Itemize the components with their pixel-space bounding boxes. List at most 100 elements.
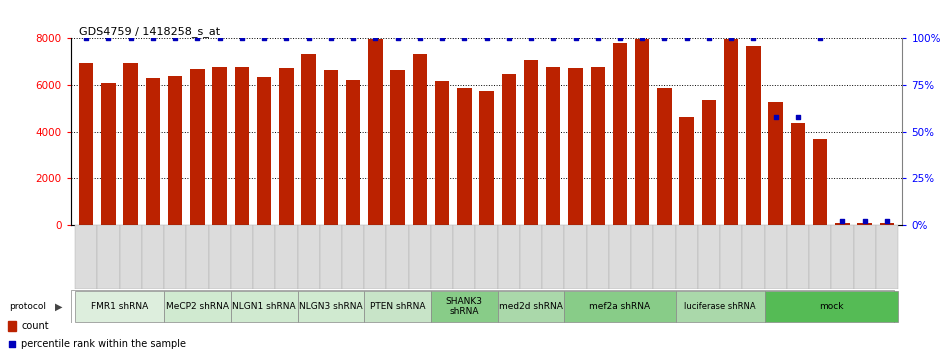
Point: [479, 35, 494, 41]
Bar: [79, 63, 93, 225]
Bar: [346, 80, 361, 225]
Text: NLGN1 shRNA: NLGN1 shRNA: [233, 302, 296, 311]
Bar: [390, 70, 405, 225]
Bar: [809, 225, 831, 289]
Bar: [453, 225, 476, 289]
Bar: [612, 43, 627, 225]
Bar: [679, 117, 694, 225]
Point: [702, 35, 717, 41]
Bar: [253, 225, 275, 289]
Bar: [568, 69, 583, 225]
Bar: [675, 291, 765, 322]
Point: [79, 35, 94, 41]
Point: [635, 35, 650, 41]
Bar: [591, 67, 605, 225]
Bar: [168, 76, 183, 225]
Bar: [75, 291, 164, 322]
Bar: [831, 225, 853, 289]
Text: mock: mock: [819, 302, 843, 311]
Bar: [365, 291, 430, 322]
Point: [568, 35, 583, 41]
Point: [591, 35, 606, 41]
Bar: [231, 291, 298, 322]
Bar: [301, 54, 316, 225]
Bar: [97, 225, 120, 289]
Bar: [123, 63, 138, 225]
Point: [434, 35, 449, 41]
Bar: [787, 225, 809, 289]
Bar: [368, 39, 382, 225]
Point: [145, 35, 160, 41]
Bar: [342, 225, 365, 289]
Text: PTEN shRNA: PTEN shRNA: [370, 302, 426, 311]
Bar: [435, 81, 449, 225]
Bar: [543, 225, 564, 289]
Point: [790, 114, 805, 119]
Point: [190, 35, 205, 41]
Point: [390, 35, 405, 41]
Bar: [702, 100, 716, 225]
Bar: [8, 321, 16, 331]
Text: mef2a shRNA: mef2a shRNA: [590, 302, 651, 311]
Text: SHANK3
shRNA: SHANK3 shRNA: [446, 297, 483, 317]
Bar: [164, 225, 187, 289]
Point: [679, 35, 694, 41]
Bar: [765, 291, 898, 322]
Bar: [235, 67, 249, 225]
Bar: [609, 225, 631, 289]
Text: GDS4759 / 1418258_s_at: GDS4759 / 1418258_s_at: [79, 26, 220, 37]
Point: [168, 35, 183, 41]
Point: [857, 219, 872, 224]
Bar: [853, 225, 876, 289]
Point: [413, 35, 428, 41]
Bar: [146, 78, 160, 225]
Point: [367, 35, 382, 41]
Bar: [75, 225, 97, 289]
Point: [723, 35, 739, 41]
Text: NLGN3 shRNA: NLGN3 shRNA: [299, 302, 363, 311]
Bar: [497, 225, 520, 289]
Bar: [298, 291, 365, 322]
Bar: [120, 225, 142, 289]
Bar: [257, 77, 271, 225]
Bar: [746, 46, 760, 225]
Bar: [654, 225, 675, 289]
Point: [279, 35, 294, 41]
Point: [123, 35, 138, 41]
Bar: [298, 225, 319, 289]
Bar: [190, 69, 204, 225]
Point: [457, 35, 472, 41]
Bar: [275, 225, 298, 289]
Bar: [546, 67, 560, 225]
Point: [524, 35, 539, 41]
Bar: [675, 225, 698, 289]
Point: [101, 35, 116, 41]
Point: [813, 35, 828, 41]
Point: [746, 35, 761, 41]
Bar: [476, 225, 497, 289]
Bar: [279, 69, 294, 225]
Text: MeCP2 shRNA: MeCP2 shRNA: [166, 302, 229, 311]
Point: [256, 35, 271, 41]
Bar: [564, 291, 675, 322]
Bar: [324, 70, 338, 225]
Point: [835, 219, 850, 224]
Bar: [479, 91, 494, 225]
Text: count: count: [22, 321, 49, 331]
Bar: [876, 225, 898, 289]
Bar: [365, 225, 386, 289]
Text: med2d shRNA: med2d shRNA: [499, 302, 563, 311]
Bar: [790, 123, 805, 225]
Bar: [742, 225, 765, 289]
Bar: [658, 87, 672, 225]
Point: [235, 35, 250, 41]
Bar: [208, 225, 231, 289]
Bar: [386, 225, 409, 289]
Bar: [765, 225, 787, 289]
Bar: [564, 225, 587, 289]
Bar: [813, 139, 827, 225]
Point: [212, 35, 227, 41]
Bar: [720, 225, 742, 289]
Point: [612, 35, 627, 41]
Point: [346, 35, 361, 41]
